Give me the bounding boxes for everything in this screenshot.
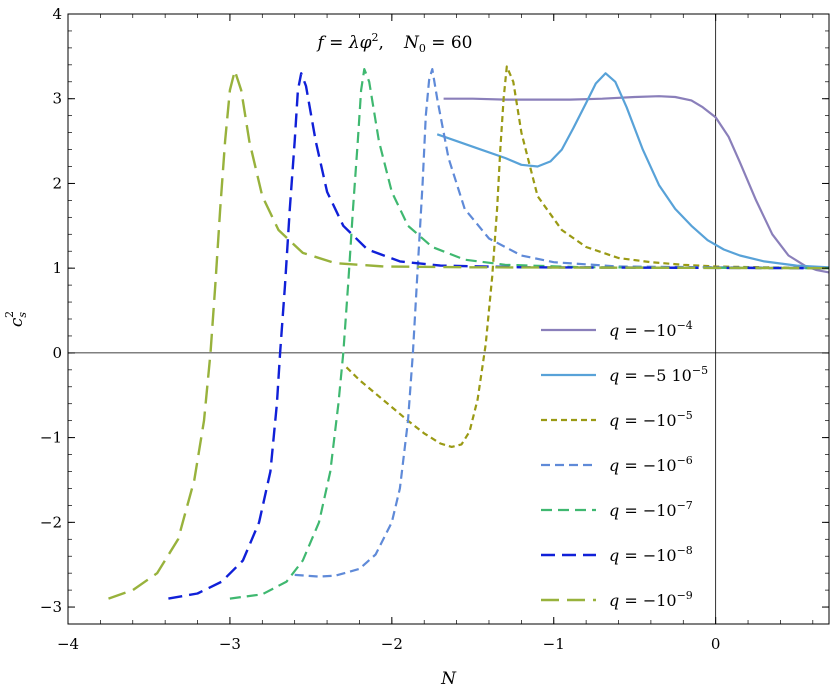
- legend-label: q = −10−5: [609, 409, 693, 430]
- x-axis-title: N: [440, 669, 457, 689]
- plot-frame: [67, 13, 830, 625]
- y-tick-label: −2: [40, 513, 62, 531]
- plot-area: [68, 14, 830, 624]
- legend-label: q = −10−9: [609, 589, 693, 610]
- y-tick-label: 4: [52, 5, 62, 23]
- chart-title: f = λφ2, N0 = 60: [315, 31, 472, 55]
- legend: q = −10−4 q = −5 10−5 q = −10−5 q = −10−6 q …: [541, 319, 708, 610]
- x-tick-label: −4: [57, 635, 79, 653]
- y-tick-label: 2: [52, 174, 62, 192]
- series-line-1: [443, 95, 830, 274]
- legend-label: q = −10−8: [609, 544, 693, 565]
- y-tick-label: −1: [40, 429, 62, 447]
- legend-label: q = −10−4: [609, 319, 693, 340]
- x-tick-label: −2: [381, 635, 403, 653]
- series-line-4: [294, 68, 830, 578]
- y-tick-label: 3: [52, 90, 62, 108]
- legend-label: q = −10−6: [609, 454, 693, 475]
- legend-label: q = −10−7: [609, 499, 693, 520]
- axis-ticks: −4 −3 −2 −1 0 −3 −2 −1 0 1 2 3 4: [40, 5, 829, 653]
- y-tick-label: −3: [40, 598, 62, 616]
- series-line-7: [108, 69, 830, 600]
- x-tick-label: 0: [711, 635, 721, 653]
- y-axis-title: cs2: [3, 311, 29, 327]
- series-line-2: [436, 72, 830, 269]
- x-tick-label: −1: [543, 635, 565, 653]
- legend-label: q = −5 10−5: [609, 364, 708, 385]
- series-line-6: [168, 72, 830, 600]
- x-tick-label: −3: [219, 635, 241, 653]
- series-line-3: [345, 65, 830, 448]
- y-tick-label: 1: [52, 259, 62, 277]
- series-line-5: [229, 68, 830, 600]
- y-tick-label: 0: [52, 344, 62, 362]
